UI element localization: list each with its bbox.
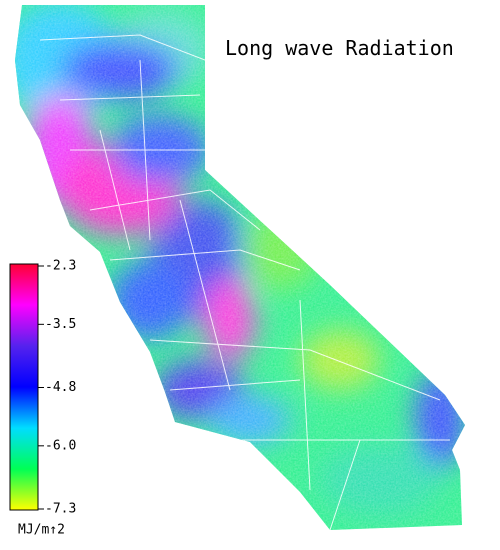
- colorbar-unit: MJ/m↑2: [18, 523, 65, 538]
- map-title: Long wave Radiation: [225, 36, 454, 60]
- colorbar-tick-label: -3.5: [45, 317, 76, 332]
- colorbar: [9, 263, 39, 511]
- colorbar-tick-label: -2.3: [45, 259, 76, 274]
- colorbar-tick-label: -4.8: [45, 380, 76, 395]
- colorbar-tick-label: -6.0: [45, 438, 76, 453]
- colorbar-tick-label: -7.3: [45, 502, 76, 517]
